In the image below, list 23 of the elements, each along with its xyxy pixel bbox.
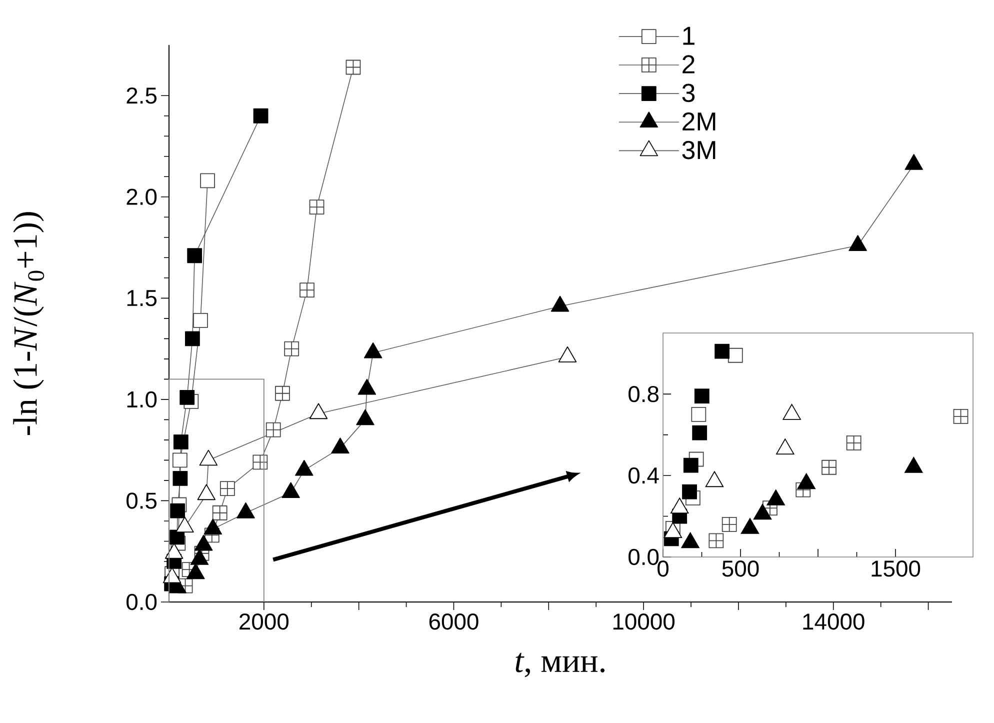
y-tick-label: 1.0 (127, 391, 157, 408)
x-tick-label: 6000 (429, 614, 478, 630)
y-tick-label: 0.0 (126, 594, 157, 610)
x-tick-label: 1500 (872, 560, 920, 577)
y-tick-label: 0.5 (126, 492, 157, 509)
legend-label: 2 (682, 55, 694, 74)
y-tick-label: 2.5 (126, 88, 157, 104)
y-tick-label: 0.4 (628, 467, 659, 484)
x-tick-label: 10000 (613, 614, 675, 630)
y-tick-label: 0.8 (628, 386, 658, 402)
x-tick-label: 2000 (240, 614, 289, 630)
y-axis-title: -ln (1-N/(N$_{0}$+1)) (13, 212, 44, 436)
x-tick-label: 0 (658, 560, 668, 577)
legend-label: 2M (682, 112, 716, 130)
y-tick-label: 1.5 (127, 290, 157, 306)
legend-label: 3 (682, 84, 695, 102)
x-tick-label: 14000 (803, 614, 864, 630)
y-tick-label: 0.0 (628, 548, 659, 566)
legend-label: 1 (683, 26, 694, 45)
legend-label: 3M (682, 140, 716, 160)
x-axis-title: t, мин. (516, 652, 605, 678)
y-tick-label: 2.0 (126, 188, 157, 205)
x-tick-label: 500 (722, 560, 759, 577)
